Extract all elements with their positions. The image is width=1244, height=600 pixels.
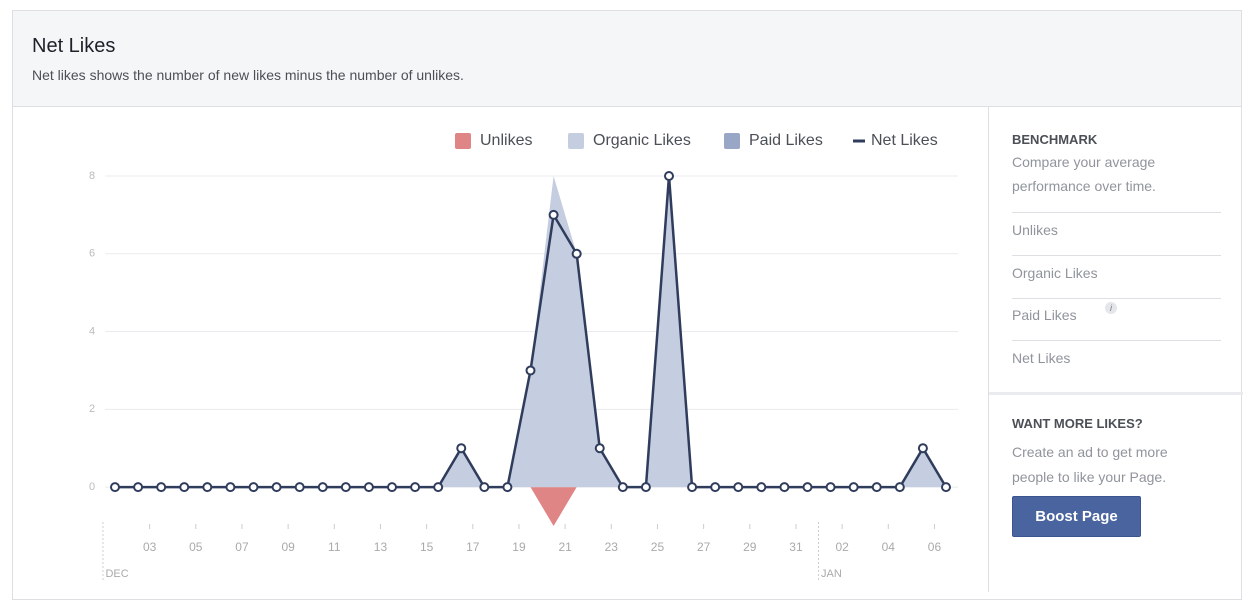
benchmark-text: Compare your average <box>1012 154 1156 170</box>
area <box>115 176 946 488</box>
point <box>548 209 559 220</box>
x-tick-label: 31 <box>789 540 803 554</box>
point <box>248 482 259 493</box>
legend-swatch <box>455 133 471 149</box>
point <box>179 482 190 493</box>
x-tick-label: 03 <box>143 540 157 554</box>
point <box>110 482 120 493</box>
point <box>802 482 813 493</box>
divider <box>1012 255 1221 256</box>
benchmark-title: BENCHMARK <box>1012 132 1098 147</box>
point <box>433 482 444 493</box>
point <box>779 482 790 493</box>
legend-label: Unlikes <box>480 132 532 149</box>
x-tick-label: 27 <box>697 540 711 554</box>
info-icon[interactable]: i <box>1105 302 1117 314</box>
point <box>294 482 305 493</box>
x-tick-label: 13 <box>374 540 388 554</box>
point <box>825 482 836 493</box>
x-tick-label: 11 <box>328 540 341 554</box>
point <box>156 482 167 493</box>
legend-swatch <box>568 133 584 149</box>
point <box>225 482 236 493</box>
point <box>363 482 374 493</box>
x-tick-label: 15 <box>420 540 434 554</box>
sidebar: BENCHMARK Compare your average performan… <box>988 106 1243 592</box>
point <box>594 443 605 454</box>
legend-label: Paid Likes <box>749 132 823 149</box>
point <box>571 248 582 259</box>
point <box>894 482 905 493</box>
legend-label: Organic Likes <box>593 132 691 149</box>
point <box>271 482 282 493</box>
area <box>115 487 946 526</box>
point <box>317 482 328 493</box>
card: Net Likes Net likes shows the number of … <box>12 10 1242 600</box>
x-tick-label: 25 <box>651 540 665 554</box>
point <box>941 482 951 493</box>
x-tick-label: 19 <box>512 540 526 554</box>
x-tick-label: 06 <box>928 540 942 554</box>
point <box>340 482 351 493</box>
x-tick-label: 02 <box>835 540 849 554</box>
promo-text: Create an ad to get more <box>1012 444 1168 460</box>
x-tick-label: 21 <box>558 540 572 554</box>
point <box>202 482 213 493</box>
point <box>871 482 882 493</box>
subtitle: Net likes shows the number of new likes … <box>32 67 464 83</box>
point <box>479 482 490 493</box>
month-label: DEC <box>105 568 128 580</box>
benchmark-item[interactable]: Organic Likes <box>1012 265 1098 281</box>
section-divider <box>989 392 1243 395</box>
benchmark-item[interactable]: Paid Likes <box>1012 307 1077 323</box>
divider <box>1012 298 1221 299</box>
y-tick-label: 0 <box>89 481 95 493</box>
benchmark-text: performance over time. <box>1012 178 1156 194</box>
x-tick-label: 09 <box>281 540 295 554</box>
point <box>710 482 721 493</box>
y-tick-label: 4 <box>89 325 95 337</box>
promo-text: people to like your Page. <box>1012 469 1167 485</box>
promo-title: WANT MORE LIKES? <box>1012 416 1143 431</box>
point <box>733 482 744 493</box>
point <box>664 171 674 181</box>
x-tick-label: 04 <box>882 540 896 554</box>
legend-swatch <box>853 139 865 143</box>
point <box>456 443 467 454</box>
x-tick-label: 23 <box>605 540 619 554</box>
benchmark-item[interactable]: Net Likes <box>1012 350 1071 366</box>
y-tick-label: 2 <box>89 403 95 415</box>
point <box>848 482 859 493</box>
header: Net Likes Net likes shows the number of … <box>13 11 1241 107</box>
legend-swatch <box>724 133 740 149</box>
benchmark-item[interactable]: Unlikes <box>1012 222 1058 238</box>
point <box>617 482 628 493</box>
x-tick-label: 29 <box>743 540 757 554</box>
point <box>640 482 651 493</box>
y-tick-label: 8 <box>89 170 95 182</box>
divider <box>1012 212 1221 213</box>
point <box>917 443 928 454</box>
boost-button[interactable]: Boost Page <box>1012 496 1141 537</box>
legend-label: Net Likes <box>871 132 938 149</box>
month-label: JAN <box>821 568 842 580</box>
point <box>756 482 767 493</box>
x-tick-label: 17 <box>466 540 480 554</box>
point <box>525 365 536 376</box>
point <box>502 482 513 493</box>
y-tick-label: 6 <box>89 248 95 260</box>
x-tick-label: 05 <box>189 540 203 554</box>
title: Net Likes <box>32 35 116 57</box>
x-tick-label: 07 <box>235 540 249 554</box>
point <box>133 482 144 493</box>
point <box>387 482 397 493</box>
divider <box>1012 340 1221 341</box>
point <box>687 482 698 493</box>
point <box>410 482 421 493</box>
